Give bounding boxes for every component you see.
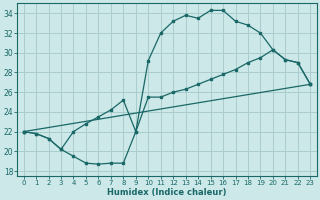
X-axis label: Humidex (Indice chaleur): Humidex (Indice chaleur) <box>107 188 227 197</box>
